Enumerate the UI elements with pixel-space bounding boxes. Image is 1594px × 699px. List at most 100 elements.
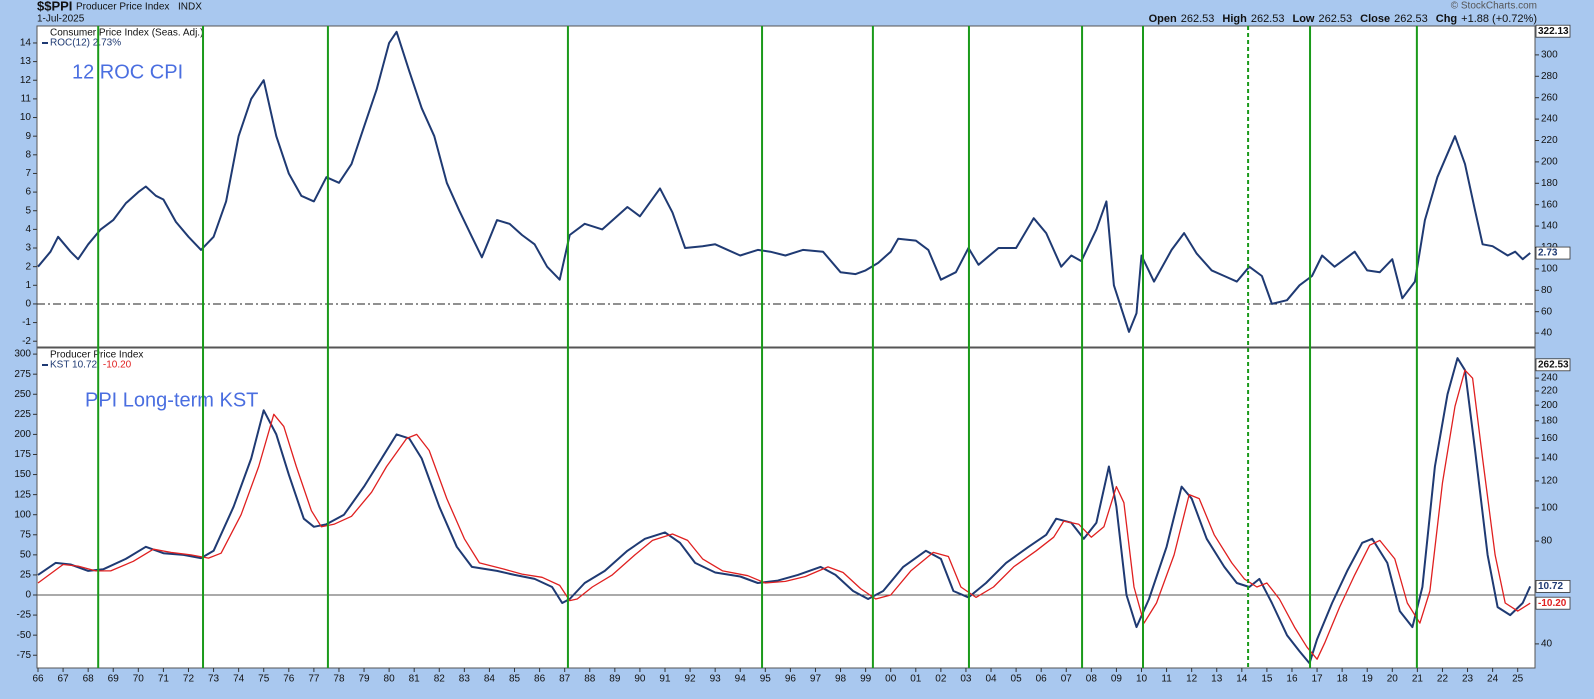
panel-background <box>36 347 1536 669</box>
x-tick-label: 88 <box>584 674 596 685</box>
y2-tick-label: 180 <box>1541 415 1558 426</box>
x-tick-label: 11 <box>1161 674 1172 685</box>
y-tick-label: 8 <box>25 149 31 160</box>
y-tick-label: 300 <box>14 349 31 360</box>
x-tick-label: 84 <box>484 674 496 685</box>
y2-tick-label: 60 <box>1541 306 1553 317</box>
quote-value: 262.53 <box>1181 13 1215 25</box>
y-tick-label: -50 <box>17 630 32 641</box>
quote-label: Low <box>1292 13 1314 25</box>
x-tick-label: 86 <box>534 674 546 685</box>
y-tick-label: 3 <box>25 243 31 254</box>
x-tick-label: 14 <box>1236 674 1248 685</box>
x-tick-label: 75 <box>258 674 270 685</box>
quote: Open 262.53 High 262.53 Low 262.53 Close 262.53… <box>1149 13 1537 25</box>
panel-title: Producer Price Index <box>50 350 143 361</box>
y-tick-label: -1 <box>22 317 31 328</box>
y2-tick-label: 40 <box>1541 639 1553 650</box>
x-tick-label: 07 <box>1061 674 1073 685</box>
y2-tick-label: 140 <box>1541 453 1558 464</box>
y-tick-label: 14 <box>20 38 32 49</box>
x-tick-label: 76 <box>283 674 295 685</box>
symbol-name: Producer Price Index <box>76 2 169 13</box>
x-tick-label: 22 <box>1437 674 1449 685</box>
y2-tick-label: 280 <box>1541 71 1558 82</box>
y-tick-label: 1 <box>25 280 31 291</box>
x-tick-label: 69 <box>108 674 120 685</box>
x-tick-label: 21 <box>1412 674 1424 685</box>
quote-label: Open <box>1149 13 1177 25</box>
y-tick-label: 12 <box>20 75 32 86</box>
x-tick-label: 73 <box>208 674 220 685</box>
y-tick-label: 175 <box>14 449 31 460</box>
x-tick-label: 92 <box>685 674 697 685</box>
y-tick-label: 250 <box>14 389 31 400</box>
x-tick-label: 23 <box>1462 674 1474 685</box>
x-tick-label: 06 <box>1036 674 1048 685</box>
value-badge <box>1535 579 1571 593</box>
y-tick-label: 100 <box>14 509 31 520</box>
y2-tick-label: 200 <box>1541 157 1558 168</box>
x-tick-label: 68 <box>83 674 95 685</box>
quote-label: Close <box>1360 13 1390 25</box>
y2-tick-label: 200 <box>1541 400 1558 411</box>
y-tick-label: 150 <box>14 469 31 480</box>
y2-tick-label: 240 <box>1541 114 1558 125</box>
x-tick-label: 08 <box>1086 674 1098 685</box>
x-tick-label: 12 <box>1186 674 1198 685</box>
quote-label: High <box>1222 13 1247 25</box>
value-badge-label: 262.53 <box>1538 359 1569 370</box>
x-tick-label: 05 <box>1011 674 1023 685</box>
y-tick-label: 0 <box>25 299 31 310</box>
legend-entry: KST 10.72, <box>50 360 100 371</box>
x-tick-label: 83 <box>459 674 471 685</box>
exchange: INDX <box>178 2 202 13</box>
value-badge-label: 2.73 <box>1538 248 1558 259</box>
x-tick-label: 02 <box>935 674 947 685</box>
x-tick-label: 72 <box>183 674 195 685</box>
legend-entry: -10.20 <box>103 360 132 371</box>
value-badge <box>1535 246 1571 260</box>
y-tick-label: 0 <box>25 590 31 601</box>
x-tick-label: 90 <box>634 674 646 685</box>
series-line <box>37 30 1531 333</box>
y-tick-label: 225 <box>14 409 31 420</box>
x-tick-label: 25 <box>1512 674 1524 685</box>
x-tick-label: 89 <box>609 674 621 685</box>
x-tick-label: 17 <box>1311 674 1323 685</box>
x-tick-label: 16 <box>1286 674 1298 685</box>
x-tick-label: 20 <box>1387 674 1399 685</box>
quote-value: 262.53 <box>1394 13 1428 25</box>
x-tick-label: 70 <box>133 674 145 685</box>
x-tick-label: 98 <box>835 674 847 685</box>
value-badge-label: 322.13 <box>1538 26 1569 37</box>
y-tick-label: 13 <box>20 56 32 67</box>
y2-tick-label: 160 <box>1541 199 1558 210</box>
value-badge <box>1535 596 1571 610</box>
y-tick-label: 11 <box>21 94 32 105</box>
y-tick-label: -25 <box>17 610 32 621</box>
x-tick-label: 71 <box>158 674 170 685</box>
x-tick-label: 24 <box>1487 674 1499 685</box>
y2-tick-label: 80 <box>1541 536 1553 547</box>
y-tick-label: 25 <box>20 570 32 581</box>
x-tick-label: 66 <box>32 674 44 685</box>
x-tick-label: 18 <box>1337 674 1349 685</box>
y2-tick-label: 300 <box>1541 50 1558 61</box>
y2-tick-label: 240 <box>1541 373 1558 384</box>
y2-tick-label: 80 <box>1541 285 1553 296</box>
y-tick-label: 10 <box>20 112 32 123</box>
y2-tick-label: 140 <box>1541 221 1558 232</box>
x-tick-label: 93 <box>710 674 722 685</box>
y2-tick-label: 40 <box>1541 328 1553 339</box>
y-tick-label: 7 <box>25 168 31 179</box>
y-tick-label: 6 <box>25 187 31 198</box>
x-tick-label: 79 <box>358 674 370 685</box>
quote-value: +1.88 (+0.72%) <box>1461 13 1537 25</box>
x-tick-label: 03 <box>960 674 972 685</box>
x-tick-label: 78 <box>333 674 345 685</box>
y-tick-label: -75 <box>17 650 32 661</box>
y2-tick-label: 260 <box>1541 92 1558 103</box>
value-badge-label: -10.20 <box>1538 598 1567 609</box>
